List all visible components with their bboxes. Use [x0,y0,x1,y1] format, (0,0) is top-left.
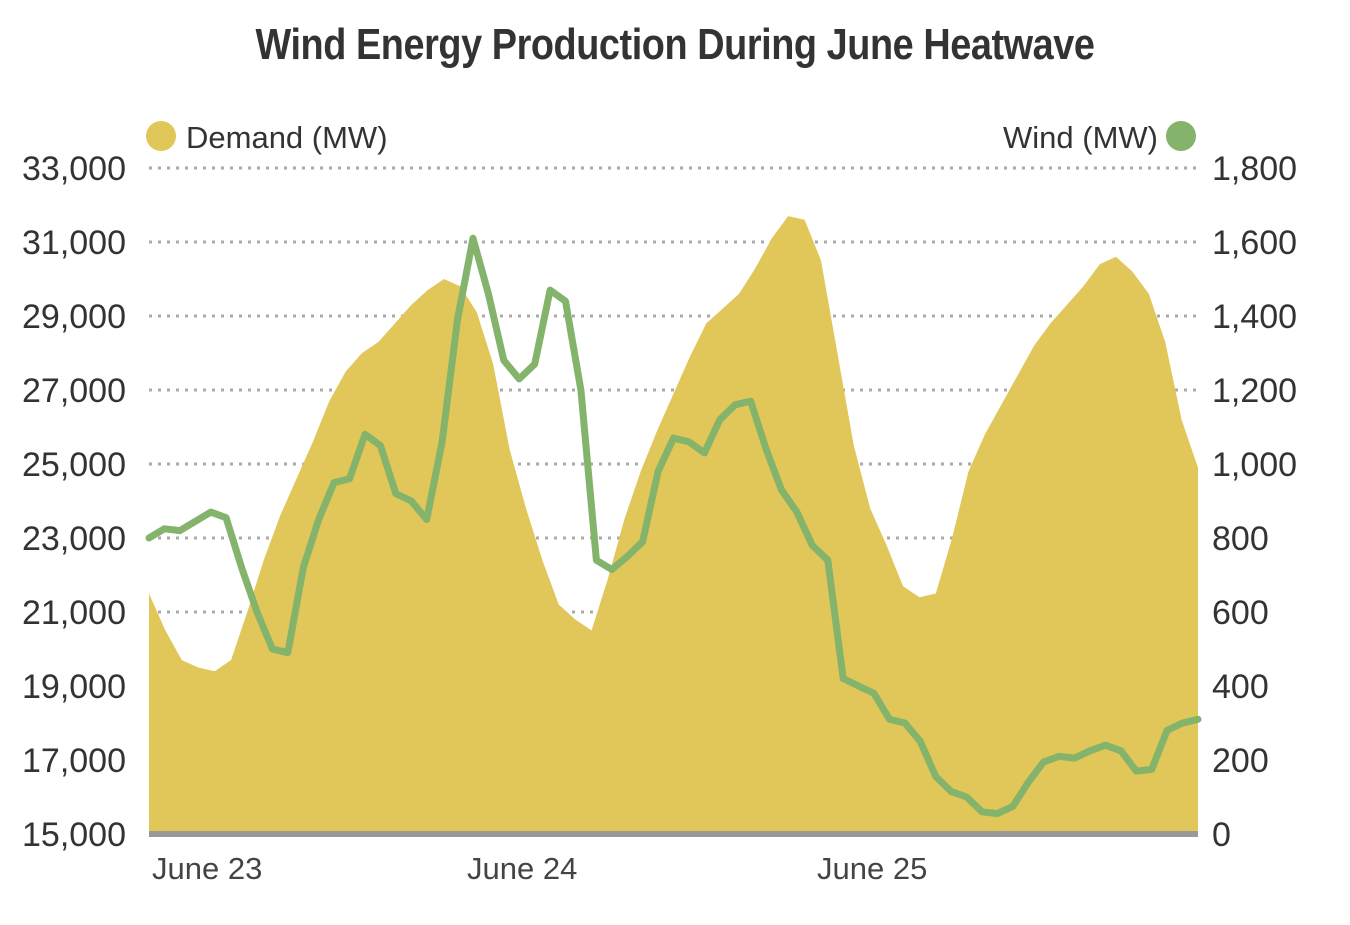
right-tick-label: 200 [1212,742,1269,780]
left-tick-label: 23,000 [22,520,126,558]
left-axis-ticks: 33,000 31,000 29,000 27,000 25,000 23,000 21,0… [22,150,126,854]
legend-wind-label: Wind (MW) [1003,120,1158,155]
left-tick-label: 15,000 [22,816,126,854]
right-tick-label: 1,000 [1212,446,1297,484]
right-tick-label: 1,200 [1212,372,1297,410]
legend-demand-swatch [146,121,176,151]
right-tick-label: 1,800 [1212,150,1297,188]
right-tick-label: 1,400 [1212,298,1297,336]
right-axis-ticks: 1,800 1,600 1,400 1,200 1,000 800 600 400 200 0 [1212,150,1297,854]
left-tick-label: 31,000 [22,224,126,262]
left-tick-label: 19,000 [22,668,126,706]
left-tick-label: 33,000 [22,150,126,188]
left-tick-label: 25,000 [22,446,126,484]
x-tick-label: June 25 [817,851,927,886]
right-tick-label: 1,600 [1212,224,1297,262]
demand-area [149,216,1198,835]
x-axis-ticks: June 23 June 24 June 25 [152,851,927,886]
left-tick-label: 17,000 [22,742,126,780]
right-tick-label: 0 [1212,816,1231,854]
wind-line [145,234,1202,818]
x-tick-label: June 23 [152,851,262,886]
x-tick-label: June 24 [467,851,577,886]
left-tick-label: 29,000 [22,298,126,336]
left-tick-label: 27,000 [22,372,126,410]
right-tick-label: 800 [1212,520,1269,558]
right-tick-label: 400 [1212,668,1269,706]
legend-demand-label: Demand (MW) [186,120,388,155]
chart-title: Wind Energy Production During June Heatw… [255,20,1095,69]
left-tick-label: 21,000 [22,594,126,632]
right-tick-label: 600 [1212,594,1269,632]
legend-wind-swatch [1166,121,1196,151]
